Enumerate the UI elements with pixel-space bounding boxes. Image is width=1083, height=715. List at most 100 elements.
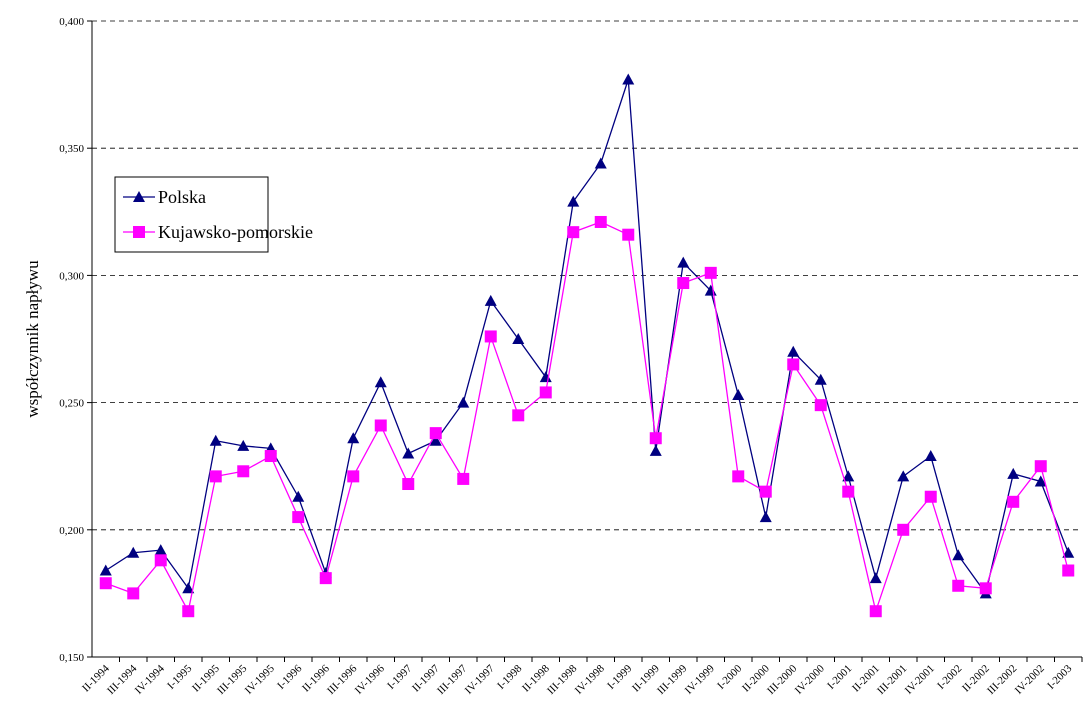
point xyxy=(99,564,112,576)
point xyxy=(264,450,277,463)
point xyxy=(457,396,470,408)
x-tick-label: III-1997 xyxy=(435,662,470,697)
point xyxy=(842,470,855,482)
x-tick-label: III-1998 xyxy=(545,662,580,697)
point xyxy=(484,294,497,306)
point xyxy=(1007,495,1020,508)
point xyxy=(127,587,140,600)
x-tick-label: IV-1995 xyxy=(243,662,277,696)
point xyxy=(732,388,745,400)
point xyxy=(237,439,250,451)
point xyxy=(924,450,937,462)
point xyxy=(622,228,635,241)
point xyxy=(99,577,112,590)
x-tick-label: IV-2002 xyxy=(1013,663,1047,697)
point xyxy=(374,376,387,388)
point xyxy=(182,605,195,618)
series-line xyxy=(105,79,1069,595)
point xyxy=(154,554,167,567)
y-tick-label: 0,300 xyxy=(59,270,84,282)
point xyxy=(952,579,965,592)
y-tick-label: 0,200 xyxy=(59,525,84,537)
x-tick-label: IV-2001 xyxy=(903,663,937,697)
x-tick-label: III-1999 xyxy=(655,662,690,697)
point xyxy=(127,546,140,558)
x-tick-label: III-2000 xyxy=(765,662,800,697)
point xyxy=(979,582,992,595)
point xyxy=(209,434,222,446)
x-tick-label: IV-1997 xyxy=(463,662,497,696)
point xyxy=(952,549,965,561)
point xyxy=(814,399,827,412)
point xyxy=(539,371,552,383)
legend-box xyxy=(114,176,269,253)
point xyxy=(567,195,580,207)
series-line xyxy=(105,221,1069,614)
point xyxy=(897,470,910,482)
point xyxy=(182,582,195,594)
legend-marker xyxy=(133,191,145,202)
point xyxy=(484,330,497,343)
point xyxy=(1007,467,1020,479)
point xyxy=(704,266,717,279)
x-tick-label: IV-1996 xyxy=(353,662,387,696)
point xyxy=(512,333,525,344)
legend-marker xyxy=(133,226,145,238)
point xyxy=(429,427,442,440)
point xyxy=(319,572,332,585)
point xyxy=(209,470,222,483)
point xyxy=(1062,564,1075,577)
y-tick-label: 0,150 xyxy=(59,652,84,664)
x-tick-label: IV-1999 xyxy=(683,662,717,696)
point xyxy=(347,470,360,483)
point xyxy=(539,386,552,399)
point xyxy=(622,73,635,85)
y-tick-label: 0,350 xyxy=(59,143,84,155)
x-tick-label: I-2003 xyxy=(1045,662,1075,692)
point xyxy=(154,544,167,556)
point xyxy=(347,432,360,444)
point xyxy=(1034,460,1047,473)
point xyxy=(429,434,442,446)
x-tick-label: IV-1998 xyxy=(573,662,607,696)
point xyxy=(649,444,662,456)
point xyxy=(594,215,607,228)
point xyxy=(842,485,855,498)
legend-label: Kujawsko-pomorskie xyxy=(158,222,313,242)
x-tick-label: I-2001 xyxy=(825,663,854,692)
point xyxy=(1062,546,1075,558)
point xyxy=(814,373,827,385)
x-tick-label: I-2002 xyxy=(935,663,964,692)
point xyxy=(869,572,882,584)
point xyxy=(512,409,525,422)
point xyxy=(924,490,937,503)
point xyxy=(1034,475,1047,487)
y-axis-label: współczynnik napływu xyxy=(23,260,42,418)
y-tick-label: 0,400 xyxy=(59,16,84,28)
point xyxy=(869,605,882,618)
point xyxy=(402,478,415,491)
point xyxy=(402,447,415,459)
point xyxy=(567,226,580,239)
x-tick-label: III-1994 xyxy=(105,662,140,697)
x-tick-label: III-2001 xyxy=(875,663,909,697)
point xyxy=(759,485,772,498)
x-tick-label: III-1996 xyxy=(325,662,360,697)
legend-label: Polska xyxy=(158,187,206,207)
point xyxy=(677,277,690,290)
x-tick-label: III-1995 xyxy=(215,662,250,697)
y-tick-label: 0,250 xyxy=(59,398,84,410)
x-tick-label: IV-2000 xyxy=(793,662,827,696)
point xyxy=(759,511,772,523)
point xyxy=(292,511,305,524)
x-tick-label: III-2002 xyxy=(985,663,1019,697)
point xyxy=(594,157,607,169)
point xyxy=(787,358,800,371)
point xyxy=(787,345,800,357)
point xyxy=(677,256,690,268)
x-tick-label: IV-1994 xyxy=(133,662,167,696)
point xyxy=(897,523,910,536)
point xyxy=(237,465,250,478)
point xyxy=(649,432,662,445)
point xyxy=(457,472,470,485)
